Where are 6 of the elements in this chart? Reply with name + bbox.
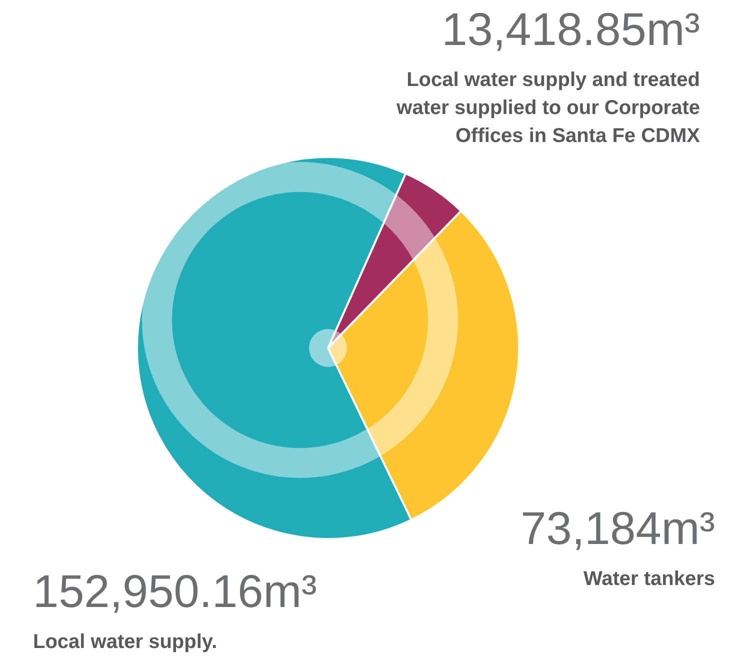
- slice-label: Local water supply and treated water supplied to our Corporate Offices in Santa Fe CDMX: [396, 68, 700, 149]
- data-label: 73,184m³: [520, 502, 715, 554]
- slice-label: Water tankers: [582, 567, 715, 592]
- data-label: 152,950.16m³: [33, 565, 318, 617]
- slice-label: Local water supply.: [33, 630, 218, 655]
- data-label: 13,418.85m³: [440, 3, 700, 55]
